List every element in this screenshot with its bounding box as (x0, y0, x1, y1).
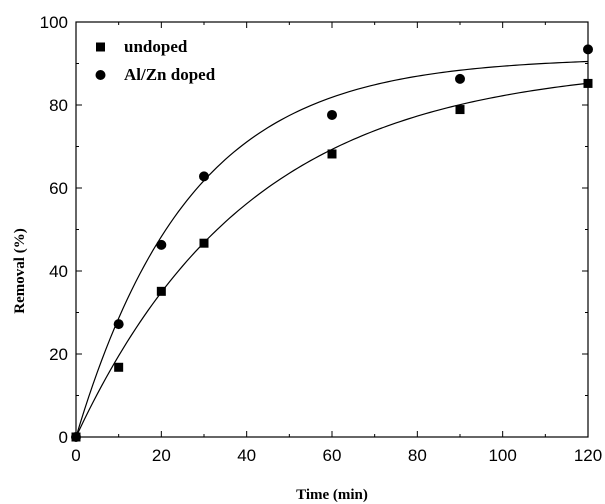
axes: 0 20 40 60 80 100 120 0 20 40 60 80 100 (40, 13, 603, 465)
fit-curve (75, 60, 589, 438)
x-tick-label: 20 (152, 446, 171, 465)
legend-label: Al/Zn doped (124, 65, 216, 84)
legend-marker-circle (95, 70, 106, 80)
plot-frame (75, 21, 589, 438)
data-point-square (455, 105, 465, 115)
x-tick-label: 80 (408, 446, 427, 465)
data-point-square (327, 149, 337, 159)
data-point-circle (199, 171, 209, 182)
data-point-circle (327, 109, 337, 120)
data-point-circle (455, 73, 465, 84)
data-point-circle (583, 44, 593, 55)
data-point-square (583, 78, 593, 88)
x-axis-title: Time (min) (296, 487, 368, 503)
y-tick-label: 60 (49, 179, 68, 198)
y-axis-title: Removal (%) (12, 228, 28, 313)
data-point-circle (71, 432, 81, 442)
x-tick-label: 0 (71, 446, 80, 465)
fit-curve (75, 82, 589, 438)
legend-marker-square (96, 42, 105, 52)
data-point-square (199, 238, 209, 248)
y-tick-label: 0 (59, 428, 68, 447)
data-point-square (114, 362, 124, 372)
x-tick-label: 40 (237, 446, 256, 465)
y-tick-label: 80 (49, 96, 68, 115)
data-point-circle (156, 239, 167, 250)
data-point-circle (113, 319, 124, 330)
x-tick-label: 100 (488, 446, 516, 465)
y-tick-label: 40 (49, 262, 68, 281)
x-tick-label: 60 (323, 446, 342, 465)
y-tick-label: 100 (40, 13, 68, 32)
data-points (71, 44, 593, 442)
legend: undoped Al/Zn doped (95, 37, 216, 84)
legend-label: undoped (124, 37, 188, 56)
data-point-square (156, 286, 166, 296)
x-tick-label: 120 (574, 446, 602, 465)
y-tick-label: 20 (49, 345, 68, 364)
